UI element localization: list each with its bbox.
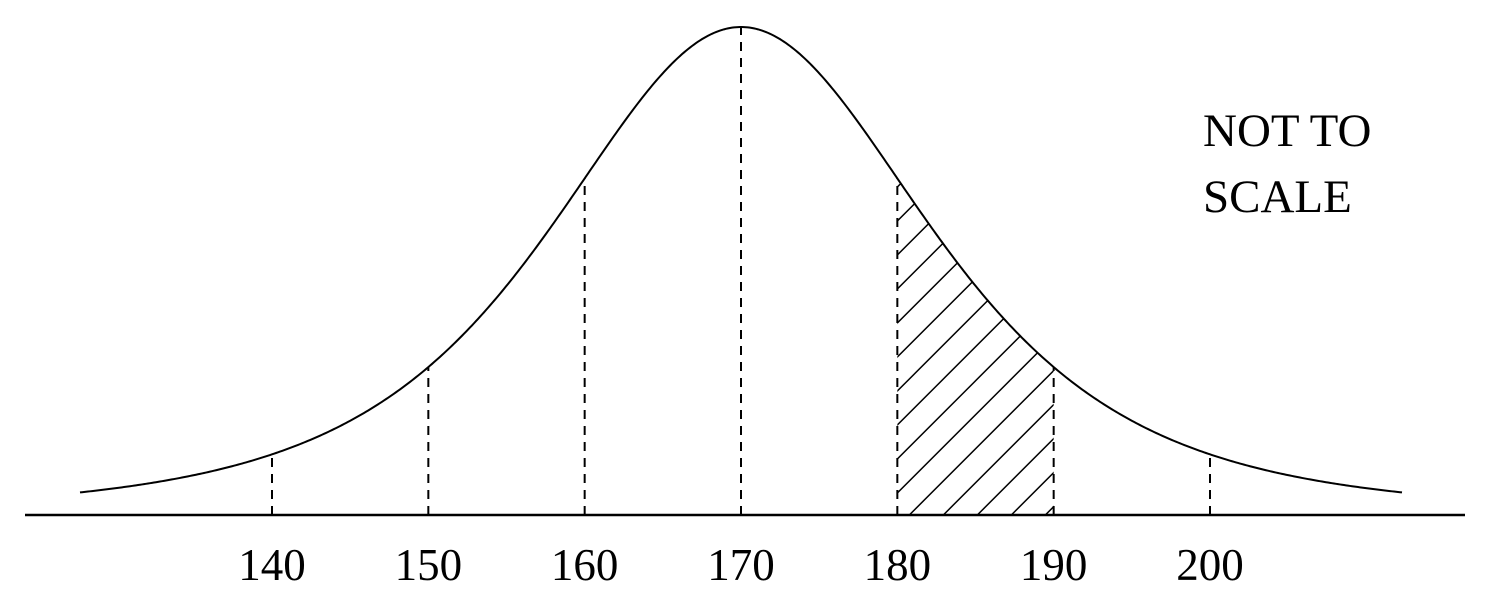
hatch-line (897, 178, 1054, 515)
tick-label: 150 (395, 540, 463, 590)
shaded-region (897, 0, 1490, 515)
note-line: NOT TO (1203, 105, 1371, 157)
hatch-line (897, 178, 1034, 515)
tick-label: 160 (551, 540, 619, 590)
hatch-line (897, 178, 898, 515)
hatch-line (897, 178, 1054, 515)
tick-label: 200 (1176, 540, 1244, 590)
hatch-line (897, 178, 1054, 515)
hatch-line (897, 178, 1054, 515)
hatch-line (897, 178, 1054, 515)
hatch-line (908, 178, 1054, 515)
tick-label: 170 (707, 540, 775, 590)
hatch-line (1044, 178, 1054, 515)
hatch-line (897, 178, 932, 515)
hatch-line (897, 178, 1054, 515)
hatch-line (942, 178, 1054, 515)
tick-label: 180 (864, 540, 932, 590)
tick-label: 140 (238, 540, 306, 590)
hatch-line (1010, 178, 1054, 515)
hatch-line (897, 178, 1054, 515)
hatch-line (897, 178, 966, 515)
note-line: SCALE (1203, 171, 1352, 223)
hatch-line (897, 178, 1054, 515)
tick-label: 190 (1020, 540, 1088, 590)
hatch-line (897, 178, 1054, 515)
hatch-line (897, 178, 1054, 515)
hatch-line (897, 178, 1054, 515)
hatch-line (897, 178, 1000, 515)
hatch-line (897, 178, 1054, 515)
hatch-line (976, 178, 1054, 515)
hatch-line (1079, 0, 1490, 515)
